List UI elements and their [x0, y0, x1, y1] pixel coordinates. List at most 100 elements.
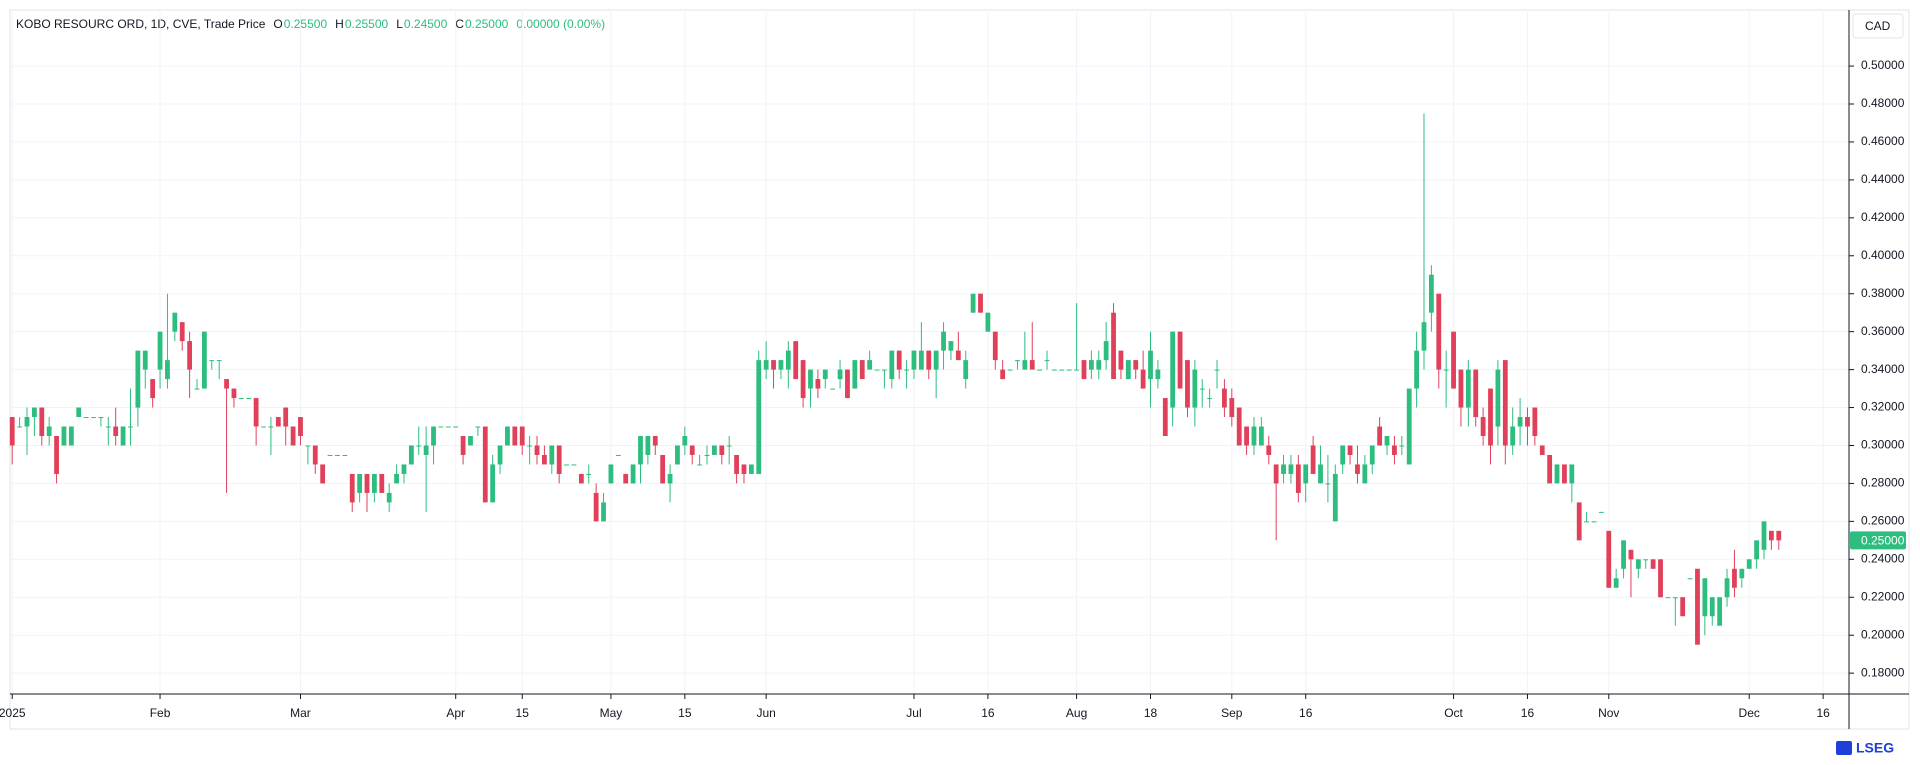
y-tick-label: 0.40000: [1861, 248, 1905, 262]
candle-body: [1103, 341, 1109, 361]
y-tick-label: 0.20000: [1861, 627, 1905, 641]
candle-body: [992, 331, 998, 361]
y-tick-label: 0.50000: [1861, 58, 1905, 72]
candle-body: [623, 473, 629, 484]
candle-body: [1665, 597, 1671, 599]
candle-body: [1318, 464, 1323, 484]
candle-body: [1414, 350, 1420, 389]
candle-body: [386, 492, 392, 503]
candle-body: [608, 464, 614, 484]
y-tick-label: 0.32000: [1861, 400, 1905, 414]
y-tick-label: 0.24000: [1861, 551, 1905, 565]
x-tick-label: 16: [1521, 706, 1535, 720]
candle-body: [1739, 568, 1745, 579]
candle-body: [453, 426, 459, 428]
candle-body: [1717, 597, 1723, 626]
candle-body: [1672, 597, 1678, 599]
candle-body: [1754, 540, 1760, 560]
candle-body: [726, 445, 732, 447]
legend-value: 0.25000: [465, 17, 509, 31]
candle-body: [1192, 369, 1198, 408]
legend-key: C: [455, 17, 464, 31]
candle-body: [1428, 274, 1434, 313]
candle-body: [1332, 473, 1338, 522]
y-tick-label: 0.42000: [1861, 210, 1905, 224]
currency-box: [1852, 13, 1904, 39]
legend-key: O: [273, 17, 282, 31]
candle-body: [593, 492, 599, 522]
candle-body: [586, 473, 592, 475]
y-tick-label: 0.26000: [1861, 514, 1905, 528]
candle-body: [1709, 597, 1715, 617]
candle-body: [1591, 521, 1597, 523]
candle-body: [105, 426, 111, 428]
candle-body: [911, 350, 917, 370]
candle-body: [1443, 369, 1449, 371]
candle-body: [91, 417, 96, 419]
x-tick-label: Aug: [1066, 706, 1087, 720]
candle-body: [1052, 369, 1057, 371]
y-tick-label: 0.48000: [1861, 96, 1905, 110]
candle-body: [261, 426, 266, 428]
candle-body: [1340, 445, 1346, 465]
candle-body: [1377, 426, 1383, 446]
last-price-box: [1850, 531, 1906, 550]
candle-body: [904, 369, 909, 371]
candle-body: [1007, 369, 1013, 371]
candle-body: [194, 388, 200, 390]
candle-body: [1606, 530, 1612, 588]
candle-body: [1621, 540, 1626, 569]
candle-body: [800, 360, 806, 399]
candle-body: [1384, 435, 1390, 446]
candle-body: [1584, 521, 1590, 523]
candle-body: [1029, 360, 1035, 370]
brand-label: LSEG: [1856, 740, 1894, 756]
candle-body: [128, 426, 133, 428]
legend-value: 0.24500: [404, 17, 448, 31]
x-tick-label: 16: [1816, 706, 1830, 720]
chart-title: KOBO RESOURC ORD, 1D, CVE, Trade Price: [16, 17, 266, 31]
candle-body: [312, 445, 318, 465]
candle-body: [578, 473, 584, 484]
candle-body: [859, 360, 865, 380]
candle-body: [379, 473, 385, 493]
legend-value: 0.25500: [284, 17, 328, 31]
candle-body: [1236, 407, 1242, 446]
candle-body: [1207, 398, 1213, 400]
candle-body: [150, 379, 156, 399]
candle-body: [519, 426, 525, 446]
candle-body: [349, 473, 355, 503]
candle-body: [712, 445, 717, 455]
legend-change: 0.00000 (0.00%): [516, 17, 605, 31]
x-tick-label: Nov: [1598, 706, 1619, 720]
candle-body: [1732, 568, 1737, 588]
candle-body: [408, 445, 414, 465]
x-tick-label: 18: [1144, 706, 1158, 720]
candle-body: [793, 341, 799, 380]
candle-body: [845, 369, 850, 399]
candle-body: [1295, 464, 1301, 493]
candle-body: [1510, 426, 1516, 446]
candle-body: [201, 331, 207, 389]
candle-body: [748, 464, 754, 474]
candle-body: [1214, 369, 1220, 371]
candle-body: [76, 407, 82, 418]
candle-body: [1680, 597, 1686, 617]
candle-body: [896, 350, 902, 370]
candle-body: [941, 331, 946, 351]
candle-body: [615, 454, 621, 456]
candle-body: [1059, 369, 1065, 371]
candle-body: [253, 398, 259, 427]
candle-body: [224, 379, 229, 389]
candle-body: [231, 388, 237, 399]
candle-body: [1015, 360, 1020, 362]
candle-body: [1148, 350, 1153, 380]
candle-body: [342, 454, 348, 456]
candle-body: [682, 435, 688, 446]
x-tick-label: 15: [516, 706, 530, 720]
candle-body: [423, 445, 429, 455]
candle-body: [1473, 369, 1479, 418]
candle-body: [438, 426, 444, 428]
candle-body: [172, 312, 178, 332]
candle-body: [630, 464, 636, 484]
